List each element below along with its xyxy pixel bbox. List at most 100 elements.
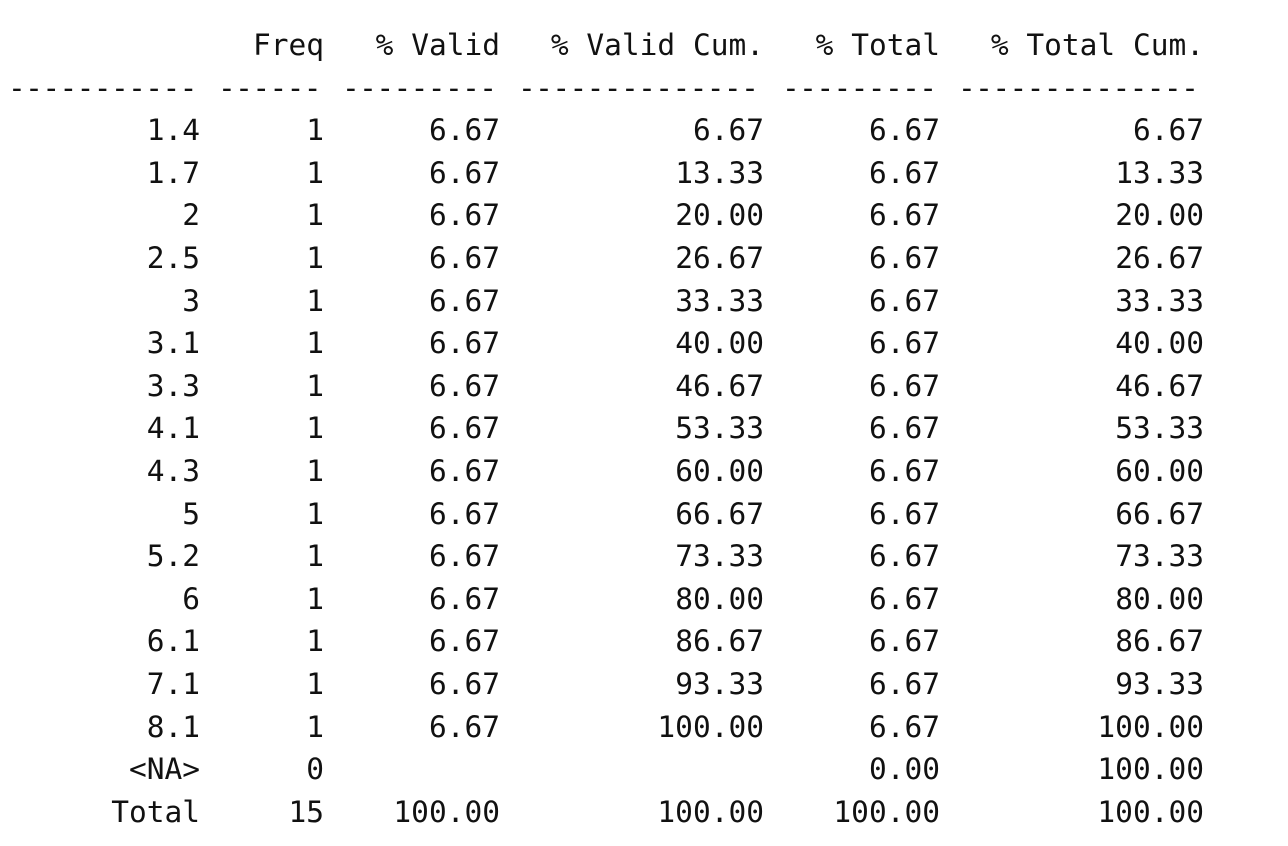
pct-valid-cell: 6.67 bbox=[428, 240, 500, 275]
pct-total-cum-cell: 100.00 bbox=[1097, 752, 1204, 787]
pct-valid-cell: 6.67 bbox=[428, 453, 500, 488]
table-row: 3.3 1 6.67 46.67 6.67 46.67 bbox=[0, 365, 1288, 408]
table-row: 2.5 1 6.67 26.67 6.67 26.67 bbox=[0, 237, 1288, 280]
pct-valid-cell: 6.67 bbox=[428, 113, 500, 148]
pct-total-cell: 6.67 bbox=[868, 581, 940, 616]
pct-valid-cum-cell: 53.33 bbox=[675, 411, 764, 446]
freq-cell: 1 bbox=[306, 368, 324, 403]
pct-valid-cum-cell: 60.00 bbox=[675, 453, 764, 488]
table-row: 5 1 6.67 66.67 6.67 66.67 bbox=[0, 493, 1288, 536]
value-cell: 5.2 bbox=[146, 539, 200, 574]
table-row: 4.3 1 6.67 60.00 6.67 60.00 bbox=[0, 450, 1288, 493]
table-row: 6.1 1 6.67 86.67 6.67 86.67 bbox=[0, 620, 1288, 663]
pct-total-cell: 6.67 bbox=[868, 539, 940, 574]
value-cell: 1.4 bbox=[146, 113, 200, 148]
pct-valid-cell: 6.67 bbox=[428, 709, 500, 744]
pct-valid-cell: 100.00 bbox=[393, 794, 500, 829]
pct-total-cum-cell: 66.67 bbox=[1115, 496, 1204, 531]
freq-cell: 1 bbox=[306, 240, 324, 275]
table-row: 2 1 6.67 20.00 6.67 20.00 bbox=[0, 194, 1288, 237]
pct-total-cell: 6.67 bbox=[868, 624, 940, 659]
freq-cell: 1 bbox=[306, 453, 324, 488]
separator-row: ----------- ------ --------- -----------… bbox=[0, 67, 1288, 110]
pct-valid-cell: 6.67 bbox=[428, 198, 500, 233]
pct-total-cum-cell: 26.67 bbox=[1115, 240, 1204, 275]
pct-total-cell: 6.67 bbox=[868, 283, 940, 318]
value-cell: 4.1 bbox=[146, 411, 200, 446]
table-row: 4.1 1 6.67 53.33 6.67 53.33 bbox=[0, 407, 1288, 450]
value-cell: 5 bbox=[182, 496, 200, 531]
pct-total-cum-cell: 100.00 bbox=[1097, 794, 1204, 829]
separator-pct-total-cum: -------------- bbox=[958, 70, 1199, 105]
pct-total-cum-cell: 80.00 bbox=[1115, 581, 1204, 616]
pct-total-cum-cell: 73.33 bbox=[1115, 539, 1204, 574]
pct-valid-cell: 6.67 bbox=[428, 666, 500, 701]
freq-cell: 1 bbox=[306, 198, 324, 233]
pct-total-cell: 6.67 bbox=[868, 368, 940, 403]
table-row: 1.7 1 6.67 13.33 6.67 13.33 bbox=[0, 152, 1288, 195]
pct-total-cum-cell: 53.33 bbox=[1115, 411, 1204, 446]
separator-pct-total: --------- bbox=[782, 70, 937, 105]
table-row: 1.4 1 6.67 6.67 6.67 6.67 bbox=[0, 109, 1288, 152]
table-row: 3.1 1 6.67 40.00 6.67 40.00 bbox=[0, 322, 1288, 365]
pct-total-cell: 6.67 bbox=[868, 240, 940, 275]
pct-valid-cum-cell: 93.33 bbox=[675, 666, 764, 701]
pct-valid-cum-cell: 33.33 bbox=[675, 283, 764, 318]
pct-total-cell: 6.67 bbox=[868, 326, 940, 361]
value-cell: 6 bbox=[182, 581, 200, 616]
value-cell: 1.7 bbox=[146, 155, 200, 190]
freq-cell: 1 bbox=[306, 666, 324, 701]
pct-total-cum-cell: 46.67 bbox=[1115, 368, 1204, 403]
pct-total-cum-cell: 40.00 bbox=[1115, 326, 1204, 361]
value-cell: <NA> bbox=[128, 752, 200, 787]
pct-total-cum-cell: 6.67 bbox=[1132, 113, 1204, 148]
pct-valid-cell: 6.67 bbox=[428, 496, 500, 531]
freq-cell: 1 bbox=[306, 283, 324, 318]
value-cell: 6.1 bbox=[146, 624, 200, 659]
value-cell: 8.1 bbox=[146, 709, 200, 744]
total-row: Total 15 100.00 100.00 100.00 100.00 bbox=[0, 791, 1288, 834]
value-cell: 7.1 bbox=[146, 666, 200, 701]
frequency-table: Freq % Valid % Valid Cum. % Total % Tota… bbox=[0, 24, 1288, 833]
header-pct-valid: % Valid bbox=[375, 28, 500, 62]
value-cell: 2 bbox=[182, 198, 200, 233]
freq-cell: 15 bbox=[288, 794, 324, 829]
header-pct-total: % Total bbox=[815, 28, 940, 62]
table-row: <NA> 0 0.00 100.00 bbox=[0, 748, 1288, 791]
pct-valid-cum-cell: 100.00 bbox=[657, 794, 764, 829]
separator-value: ----------- bbox=[8, 70, 197, 105]
freq-cell: 1 bbox=[306, 624, 324, 659]
pct-total-cell: 6.67 bbox=[868, 155, 940, 190]
separator-pct-valid: --------- bbox=[342, 70, 497, 105]
pct-total-cum-cell: 13.33 bbox=[1115, 155, 1204, 190]
pct-valid-cell: 6.67 bbox=[428, 155, 500, 190]
pct-valid-cum-cell: 73.33 bbox=[675, 539, 764, 574]
pct-valid-cum-cell: 46.67 bbox=[675, 368, 764, 403]
pct-valid-cell: 6.67 bbox=[428, 581, 500, 616]
table-row: 8.1 1 6.67 100.00 6.67 100.00 bbox=[0, 706, 1288, 749]
value-cell: 3.1 bbox=[146, 326, 200, 361]
header-row: Freq % Valid % Valid Cum. % Total % Tota… bbox=[0, 24, 1288, 67]
freq-cell: 1 bbox=[306, 581, 324, 616]
separator-freq: ------ bbox=[218, 70, 322, 105]
pct-valid-cum-cell: 40.00 bbox=[675, 326, 764, 361]
pct-total-cell: 6.67 bbox=[868, 709, 940, 744]
pct-total-cum-cell: 93.33 bbox=[1115, 666, 1204, 701]
pct-total-cum-cell: 20.00 bbox=[1115, 198, 1204, 233]
pct-total-cell: 6.67 bbox=[868, 666, 940, 701]
pct-total-cum-cell: 86.67 bbox=[1115, 624, 1204, 659]
pct-total-cell: 6.67 bbox=[868, 113, 940, 148]
pct-total-cell: 0.00 bbox=[868, 752, 940, 787]
header-pct-total-cum: % Total Cum. bbox=[990, 28, 1204, 62]
pct-valid-cum-cell: 66.67 bbox=[675, 496, 764, 531]
pct-valid-cell: 6.67 bbox=[428, 283, 500, 318]
pct-valid-cell: 6.67 bbox=[428, 326, 500, 361]
value-cell: 4.3 bbox=[146, 453, 200, 488]
pct-valid-cell: 6.67 bbox=[428, 624, 500, 659]
pct-valid-cum-cell: 100.00 bbox=[657, 709, 764, 744]
header-pct-valid-cum: % Valid Cum. bbox=[550, 28, 764, 62]
pct-valid-cum-cell: 13.33 bbox=[675, 155, 764, 190]
table-body: 1.4 1 6.67 6.67 6.67 6.67 1.7 1 6.67 13.33 6.67 13.… bbox=[0, 109, 1288, 833]
pct-valid-cell: 6.67 bbox=[428, 411, 500, 446]
table-row: 3 1 6.67 33.33 6.67 33.33 bbox=[0, 280, 1288, 323]
